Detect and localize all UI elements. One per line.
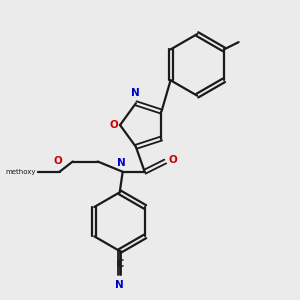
Text: methoxy: methoxy [6,169,36,175]
Text: O: O [54,157,62,166]
Text: N: N [131,88,140,98]
Text: O: O [109,120,118,130]
Text: O: O [168,155,177,165]
Text: C: C [116,259,123,269]
Text: N: N [116,280,124,290]
Text: N: N [117,158,126,168]
